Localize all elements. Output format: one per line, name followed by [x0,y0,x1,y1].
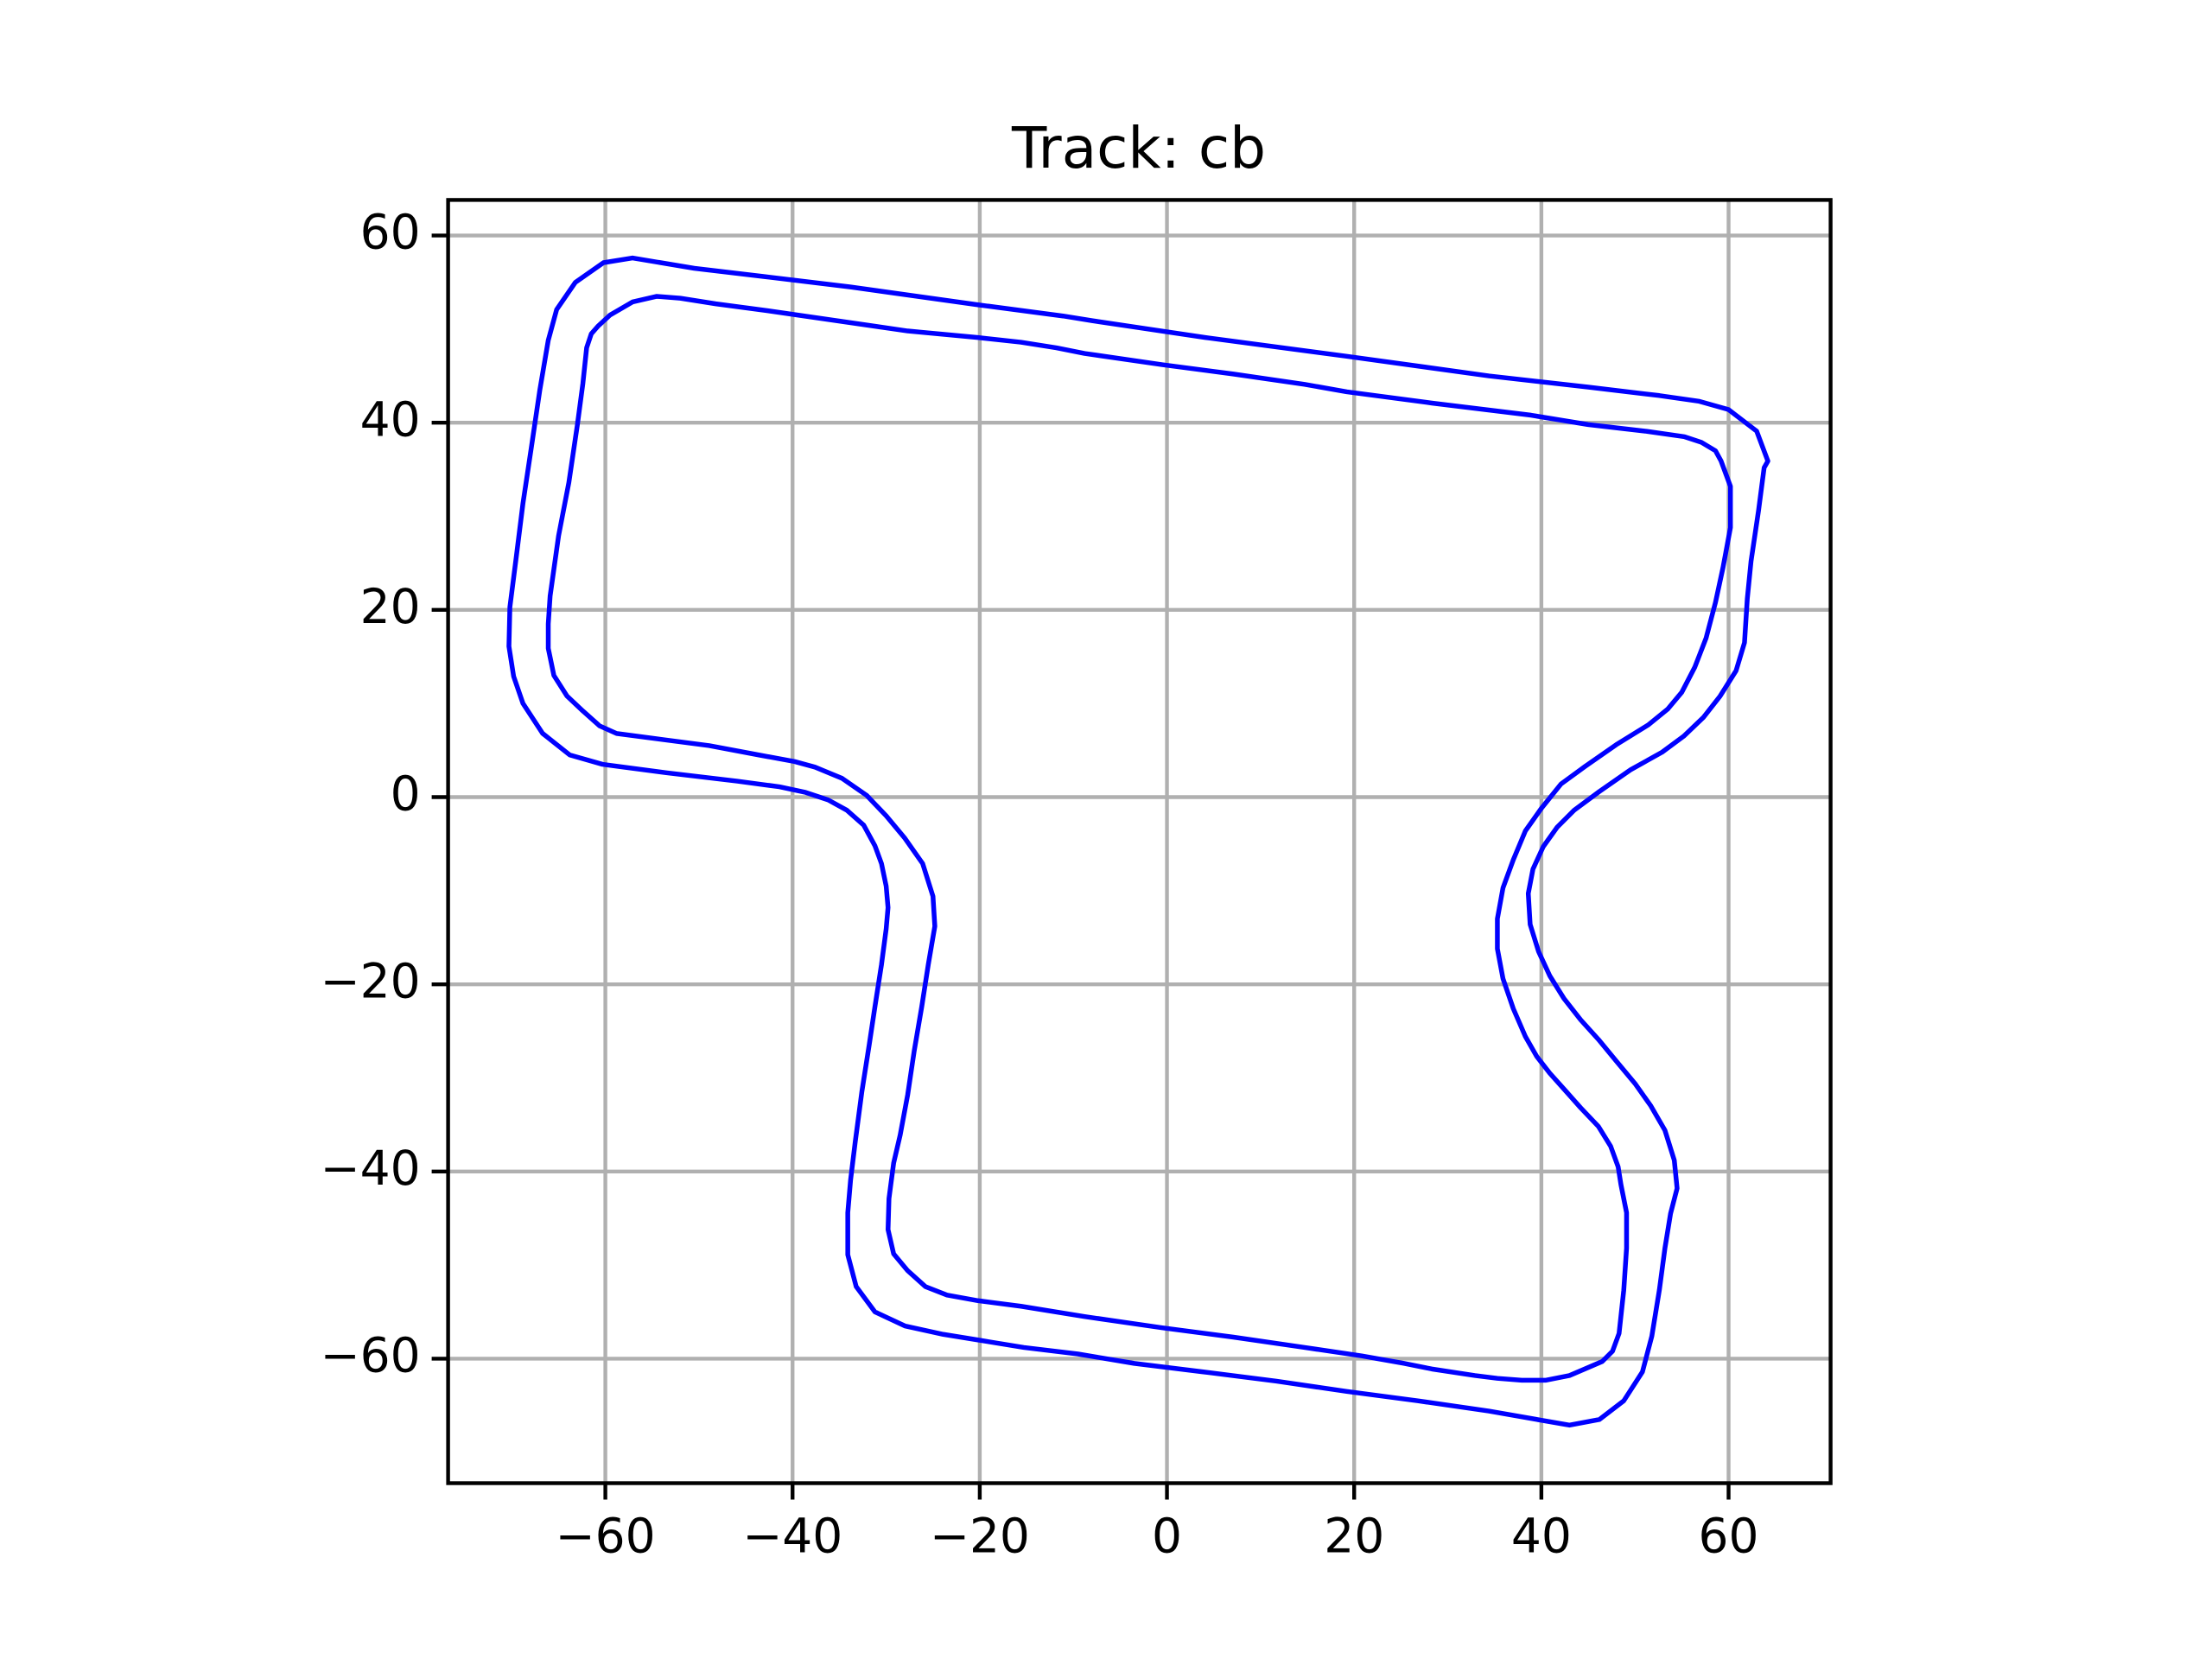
track-line [545,294,1733,1383]
x-tick-label: −40 [742,1509,842,1564]
x-tick-label: 20 [1324,1509,1384,1564]
plot-frame [446,198,1833,1485]
x-tick-label: 40 [1511,1509,1572,1564]
x-tick-label: −20 [930,1509,1030,1564]
x-tick-label: 60 [1699,1509,1759,1564]
x-tick-label: −60 [556,1509,656,1564]
y-tick-label: −20 [321,953,421,1008]
y-tick-label: −60 [321,1328,421,1383]
y-tick-label: −40 [321,1141,421,1196]
chart-title: Track: cb [1011,115,1266,181]
x-tick-label: 0 [1152,1509,1182,1564]
y-tick-label: 0 [391,766,421,822]
y-tick-label: 40 [360,391,421,447]
track-line [506,255,1770,1428]
y-tick-label: 60 [360,205,421,260]
y-tick-label: 20 [360,579,421,634]
